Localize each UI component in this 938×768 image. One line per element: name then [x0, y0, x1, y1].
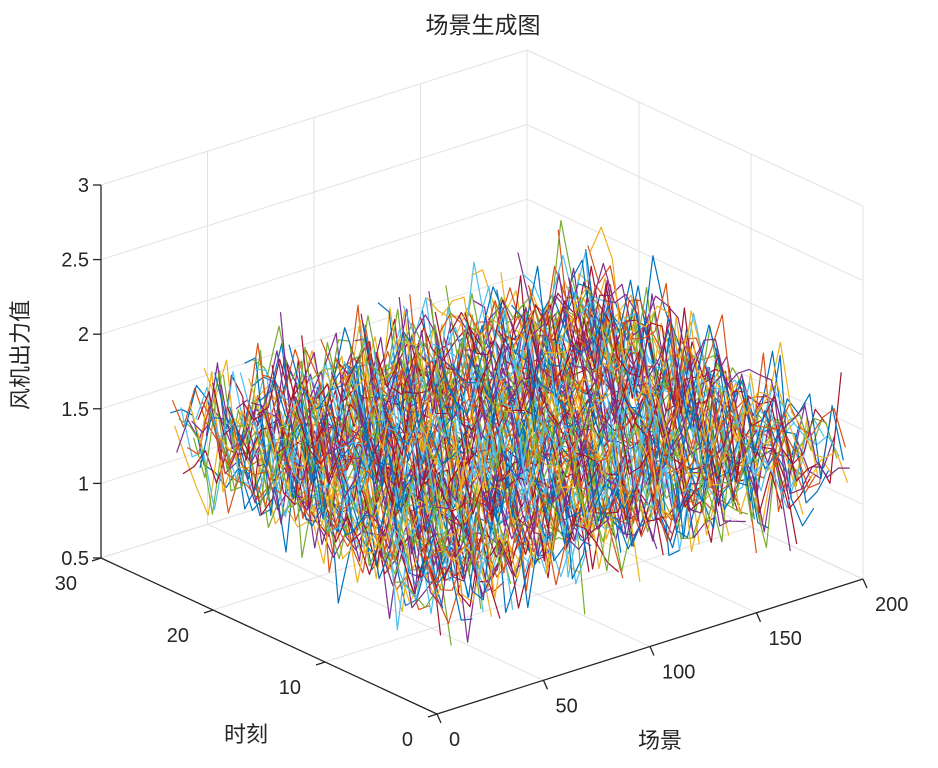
grid-line	[526, 49, 864, 207]
scenario-line	[534, 310, 794, 487]
axis-box	[91, 184, 868, 724]
scenario-line	[521, 273, 781, 485]
scenario-line	[182, 447, 442, 636]
scenario-line	[479, 299, 738, 511]
scenario-line	[375, 338, 635, 547]
scenario-line	[511, 304, 770, 529]
y-tick-mark	[203, 609, 214, 614]
x-tick-label: 0	[449, 729, 460, 751]
y-tick-label: 0	[402, 729, 413, 751]
x-axis-label: 场景	[638, 729, 682, 754]
scenario-line	[532, 294, 791, 552]
scenario-line	[388, 328, 647, 506]
scenario-line	[337, 319, 596, 563]
x-tick-mark	[755, 612, 762, 623]
x-tick-label: 100	[662, 662, 695, 684]
z-axis-label: 风机出力值	[9, 300, 34, 410]
scenario-line	[540, 294, 800, 475]
x-tick-label: 200	[875, 594, 908, 616]
y-axis-line	[100, 557, 438, 715]
x-tick-mark	[436, 713, 442, 724]
scenario-line	[216, 407, 476, 591]
z-tick-label: 2.5	[61, 250, 89, 272]
grid-line	[100, 49, 528, 186]
scenario-line	[282, 342, 541, 564]
x-tick-label: 150	[769, 628, 802, 650]
scenario-line	[498, 287, 757, 554]
y-tick-label: 30	[55, 573, 77, 595]
grid-line	[100, 124, 528, 261]
y-tick-mark	[427, 713, 438, 718]
scenario-line	[246, 342, 505, 593]
grid-line	[526, 198, 864, 356]
grid-line	[100, 198, 528, 335]
y-tick-label: 20	[167, 625, 189, 647]
x-tick-mark	[649, 646, 655, 656]
scenario-line	[250, 356, 510, 583]
scenario-series-group	[170, 220, 850, 646]
z-tick-label: 1.5	[61, 399, 89, 421]
y-axis-label: 时刻	[224, 723, 268, 748]
scenario-line	[485, 288, 745, 487]
scenario-line	[180, 407, 440, 600]
z-tick-label: 3	[78, 175, 89, 197]
scenario-line	[362, 323, 622, 553]
scenario-line	[188, 370, 448, 613]
grid-line	[526, 124, 864, 282]
scenario-line	[396, 323, 656, 531]
scenario-line	[580, 296, 840, 457]
scenario-line	[356, 315, 615, 543]
grid-line	[207, 523, 544, 681]
y-tick-label: 10	[279, 677, 301, 699]
z-tick-label: 0.5	[61, 548, 89, 570]
chart-title: 场景生成图	[426, 13, 541, 39]
x-tick-mark	[542, 680, 549, 690]
grid-line	[100, 273, 528, 410]
scenario-line	[591, 262, 850, 478]
x-tick-mark	[862, 578, 868, 589]
x-tick-label: 50	[556, 695, 578, 717]
scenario-line	[583, 283, 842, 484]
y-tick-mark	[315, 661, 326, 666]
scenario-line	[506, 310, 766, 495]
scenario-line	[589, 226, 849, 484]
z-tick-label: 2	[78, 324, 89, 346]
z-tick-label: 1	[78, 473, 89, 495]
scenario-line	[574, 287, 834, 480]
tick-labels: 0 50 100 150 200 0 10 20 30 0.5 1 1.5 2 2.5 3	[55, 175, 909, 751]
